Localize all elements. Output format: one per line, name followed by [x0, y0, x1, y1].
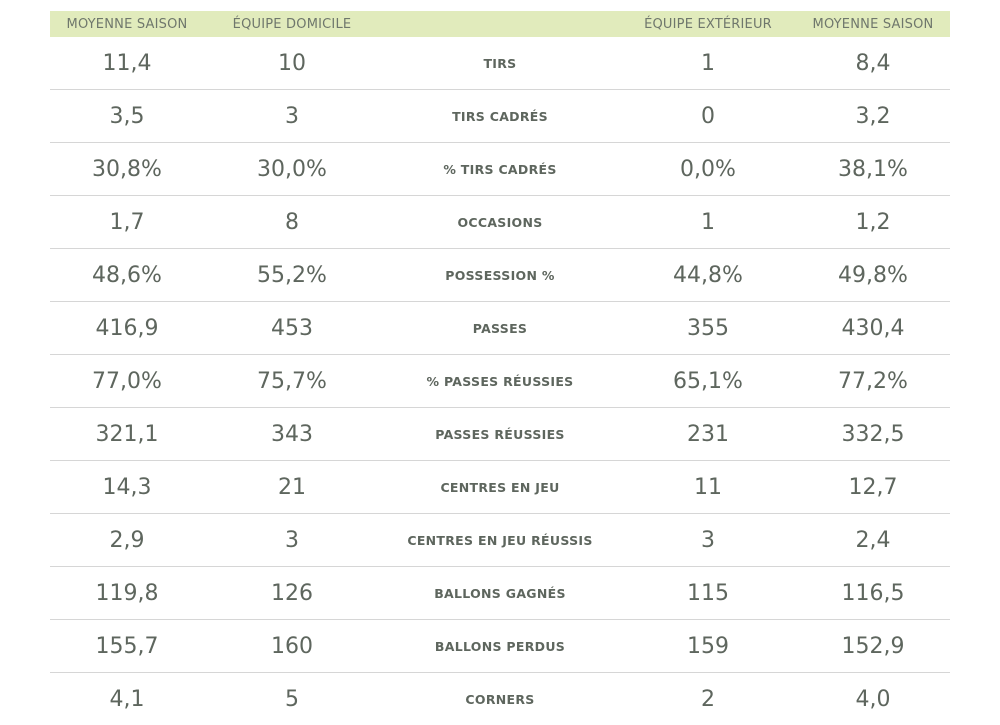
- stat-label: CENTRES EN JEU RÉUSSIS: [407, 532, 593, 548]
- home-season-avg-value: 416,9: [95, 315, 159, 341]
- home-season-avg-value: 3,5: [109, 103, 145, 129]
- home-season-avg-value: 155,7: [95, 633, 159, 659]
- away-team-value: 231: [687, 421, 729, 447]
- stat-label: PASSES RÉUSSIES: [435, 426, 565, 442]
- home-team-value: 453: [271, 315, 313, 341]
- header-away-season-avg: MOYENNE SAISON: [812, 16, 934, 32]
- home-season-avg-value: 77,0%: [92, 368, 162, 394]
- home-season-avg-value: 14,3: [102, 474, 152, 500]
- home-season-avg-value: 11,4: [102, 50, 152, 76]
- away-season-avg-value: 49,8%: [838, 262, 908, 288]
- away-team-value: 44,8%: [673, 262, 743, 288]
- away-season-avg-value: 332,5: [841, 421, 905, 447]
- stat-label: BALLONS PERDUS: [434, 638, 566, 654]
- stat-label: % TIRS CADRÉS: [443, 161, 557, 177]
- table-row: 2,9 3 CENTRES EN JEU RÉUSSIS 3 2,4: [50, 514, 950, 567]
- stat-label: % PASSES RÉUSSIES: [426, 373, 574, 389]
- away-team-value: 65,1%: [673, 368, 743, 394]
- home-team-value: 30,0%: [257, 156, 327, 182]
- home-team-value: 5: [285, 686, 299, 712]
- away-team-value: 355: [687, 315, 729, 341]
- home-team-value: 343: [271, 421, 313, 447]
- home-season-avg-value: 4,1: [109, 686, 145, 712]
- stat-label: POSSESSION %: [445, 267, 555, 283]
- table-row: 416,9 453 PASSES 355 430,4: [50, 302, 950, 355]
- table-row: 119,8 126 BALLONS GAGNÉS 115 116,5: [50, 567, 950, 620]
- away-team-value: 0: [701, 103, 715, 129]
- home-team-value: 3: [285, 103, 299, 129]
- away-season-avg-value: 12,7: [848, 474, 898, 500]
- home-team-value: 8: [285, 209, 299, 235]
- away-team-value: 2: [701, 686, 715, 712]
- table-row: 30,8% 30,0% % TIRS CADRÉS 0,0% 38,1%: [50, 143, 950, 196]
- home-team-value: 55,2%: [257, 262, 327, 288]
- table-body: 11,4 10 TIRS 1 8,4 3,5 3 TIRS CADRÉS 0 3,2 30,8% 30…: [50, 37, 950, 725]
- table-row: 11,4 10 TIRS 1 8,4: [50, 37, 950, 90]
- table-row: 1,7 8 OCCASIONS 1 1,2: [50, 196, 950, 249]
- away-team-value: 0,0%: [680, 156, 736, 182]
- header-home-team: ÉQUIPE DOMICILE: [232, 16, 352, 32]
- away-season-avg-value: 152,9: [841, 633, 905, 659]
- home-team-value: 10: [278, 50, 306, 76]
- away-team-value: 3: [701, 527, 715, 553]
- away-season-avg-value: 116,5: [841, 580, 905, 606]
- home-season-avg-value: 119,8: [95, 580, 159, 606]
- match-stats-table: MOYENNE SAISON ÉQUIPE DOMICILE ÉQUIPE EX…: [50, 11, 950, 725]
- home-team-value: 126: [271, 580, 313, 606]
- table-row: 4,1 5 CORNERS 2 4,0: [50, 673, 950, 725]
- table-row: 14,3 21 CENTRES EN JEU 11 12,7: [50, 461, 950, 514]
- stat-label: CENTRES EN JEU: [440, 479, 560, 495]
- table-row: 321,1 343 PASSES RÉUSSIES 231 332,5: [50, 408, 950, 461]
- away-season-avg-value: 430,4: [841, 315, 905, 341]
- stat-label: CORNERS: [465, 691, 535, 707]
- home-season-avg-value: 2,9: [109, 527, 145, 553]
- away-season-avg-value: 1,2: [855, 209, 891, 235]
- away-team-value: 1: [701, 209, 715, 235]
- home-season-avg-value: 321,1: [95, 421, 159, 447]
- away-season-avg-value: 8,4: [855, 50, 891, 76]
- table-row: 48,6% 55,2% POSSESSION % 44,8% 49,8%: [50, 249, 950, 302]
- table-header: MOYENNE SAISON ÉQUIPE DOMICILE ÉQUIPE EX…: [50, 11, 950, 37]
- stat-label: OCCASIONS: [457, 214, 543, 230]
- header-home-season-avg: MOYENNE SAISON: [66, 16, 188, 32]
- table-row: 77,0% 75,7% % PASSES RÉUSSIES 65,1% 77,2%: [50, 355, 950, 408]
- table-row: 3,5 3 TIRS CADRÉS 0 3,2: [50, 90, 950, 143]
- stat-label: TIRS CADRÉS: [452, 108, 548, 124]
- home-team-value: 160: [271, 633, 313, 659]
- stat-label: PASSES: [472, 320, 528, 336]
- away-season-avg-value: 3,2: [855, 103, 891, 129]
- away-team-value: 115: [687, 580, 729, 606]
- home-team-value: 3: [285, 527, 299, 553]
- stat-label: TIRS: [483, 55, 517, 71]
- home-season-avg-value: 48,6%: [92, 262, 162, 288]
- away-season-avg-value: 2,4: [855, 527, 891, 553]
- home-season-avg-value: 1,7: [109, 209, 145, 235]
- away-season-avg-value: 38,1%: [838, 156, 908, 182]
- home-team-value: 75,7%: [257, 368, 327, 394]
- home-season-avg-value: 30,8%: [92, 156, 162, 182]
- away-team-value: 159: [687, 633, 729, 659]
- header-away-team: ÉQUIPE EXTÉRIEUR: [644, 16, 772, 32]
- table-row: 155,7 160 BALLONS PERDUS 159 152,9: [50, 620, 950, 673]
- away-team-value: 11: [694, 474, 722, 500]
- away-season-avg-value: 4,0: [855, 686, 891, 712]
- home-team-value: 21: [278, 474, 306, 500]
- stat-label: BALLONS GAGNÉS: [434, 585, 566, 601]
- away-team-value: 1: [701, 50, 715, 76]
- away-season-avg-value: 77,2%: [838, 368, 908, 394]
